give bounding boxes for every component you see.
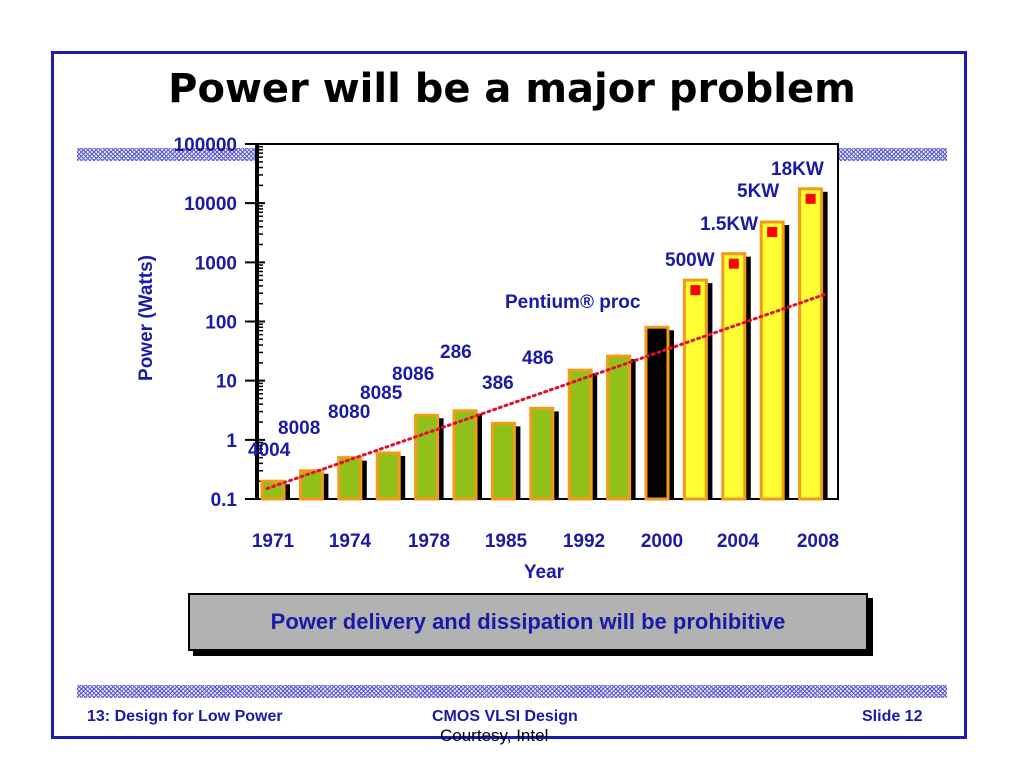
y-tick-label: 100000 xyxy=(174,135,237,156)
projection-label: 1.5KW xyxy=(700,214,758,235)
processor-label: 8080 xyxy=(328,402,370,423)
bar xyxy=(606,354,632,501)
callout-box: Power delivery and dissipation will be p… xyxy=(188,593,868,651)
bar xyxy=(375,451,401,501)
projection-marker xyxy=(728,258,739,269)
x-tick-label: 2008 xyxy=(797,531,839,552)
bar xyxy=(337,456,363,501)
processor-label: 8008 xyxy=(278,418,320,439)
bar xyxy=(798,187,824,501)
bar xyxy=(452,409,478,501)
trend-line xyxy=(265,292,828,491)
projection-marker xyxy=(805,193,816,204)
bar xyxy=(759,220,785,501)
processor-label: 4004 xyxy=(248,440,291,461)
courtesy-note: Courtesy, Intel xyxy=(440,726,549,745)
bar xyxy=(682,278,708,501)
processor-label: 286 xyxy=(440,342,472,363)
bottom-hatch-divider xyxy=(77,685,947,698)
projection-label: 500W xyxy=(665,250,715,271)
projection-label: 18KW xyxy=(771,159,824,180)
processor-label: 8085 xyxy=(360,383,403,404)
processor-label: Pentium® proc xyxy=(505,292,641,313)
x-tick-label: 2000 xyxy=(641,531,683,552)
y-tick-label: 1000 xyxy=(195,253,237,274)
x-tick-label: 1978 xyxy=(408,531,450,552)
x-tick-label: 1974 xyxy=(329,531,372,552)
bar xyxy=(490,421,516,501)
y-tick-label: 1 xyxy=(226,431,237,452)
x-axis-title: Year xyxy=(524,562,565,583)
power-chart: 100000 10000 1000 100 10 1 0.1 Power (Watts) Yea… xyxy=(136,135,839,583)
x-tick-label: 1971 xyxy=(252,531,295,552)
bar xyxy=(567,368,593,501)
slide-frame xyxy=(51,51,967,739)
footer-center: CMOS VLSI Design xyxy=(432,708,578,725)
slide-title: Power will be a major problem xyxy=(168,66,856,112)
bar xyxy=(414,413,440,501)
processor-label: 486 xyxy=(522,348,554,369)
projection-label: 5KW xyxy=(737,181,779,202)
y-tick-label: 100 xyxy=(205,313,237,334)
bar xyxy=(644,325,670,501)
bar xyxy=(298,469,324,501)
x-tick-label: 1992 xyxy=(563,531,605,552)
bar xyxy=(529,406,555,501)
y-axis-title: Power (Watts) xyxy=(136,255,157,381)
projection-marker xyxy=(690,285,701,296)
processor-label: 386 xyxy=(482,373,514,394)
y-tick-label: 10000 xyxy=(184,194,237,215)
y-tick-label: 0.1 xyxy=(211,490,238,511)
footer-right: Slide 12 xyxy=(862,708,923,725)
bar xyxy=(721,252,747,501)
processor-label: 8086 xyxy=(392,364,434,385)
footer-left: 13: Design for Low Power xyxy=(87,708,283,725)
x-tick-label: 1985 xyxy=(485,531,528,552)
projection-marker xyxy=(767,227,778,238)
x-tick-label: 2004 xyxy=(717,531,760,552)
y-tick-label: 10 xyxy=(216,372,237,393)
